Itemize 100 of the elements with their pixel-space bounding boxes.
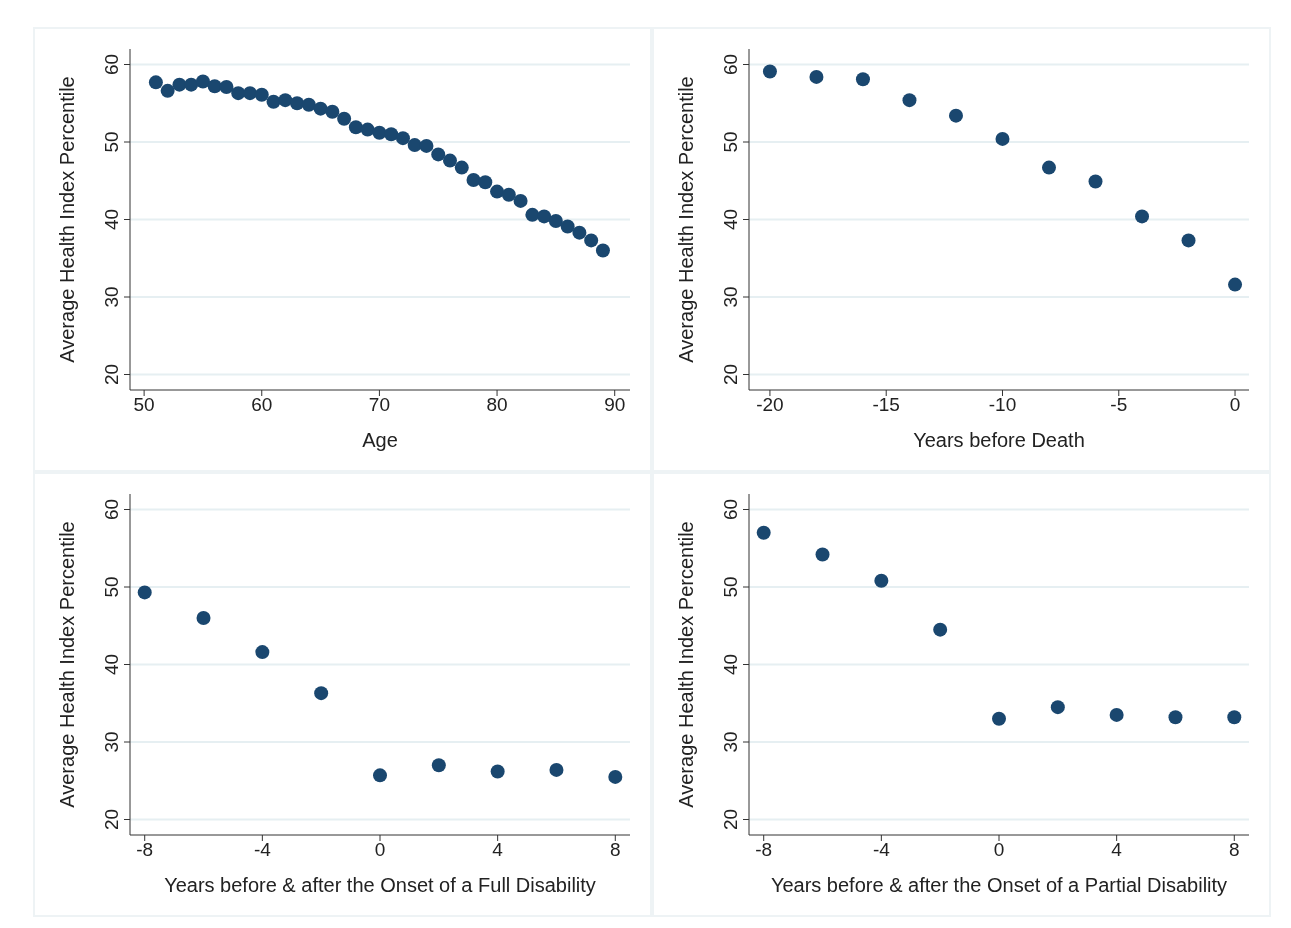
point xyxy=(395,131,410,146)
x-tick-label: 0 xyxy=(993,839,1005,861)
point xyxy=(548,214,563,229)
point xyxy=(195,74,210,89)
point xyxy=(855,72,870,87)
point xyxy=(373,768,387,783)
point xyxy=(1181,233,1196,248)
point xyxy=(1042,160,1056,175)
x-axis-title: Years before & after the Onset of a Full Disability xyxy=(164,874,596,896)
y-axis-title: Average Health Index Percentile xyxy=(56,76,79,363)
point xyxy=(360,122,375,137)
point xyxy=(1050,700,1065,715)
point xyxy=(466,172,481,187)
point xyxy=(948,108,963,123)
point xyxy=(431,758,446,773)
point xyxy=(1109,707,1124,722)
point xyxy=(454,160,469,175)
point xyxy=(278,93,293,108)
x-axis-title: Years before Death xyxy=(913,429,1085,451)
y-tick-label: 20 xyxy=(101,363,122,386)
x-tick-label: -5 xyxy=(1110,394,1128,416)
x-tick-label: -4 xyxy=(253,839,272,861)
point xyxy=(1168,710,1183,725)
point xyxy=(501,187,516,202)
point xyxy=(874,573,889,588)
point xyxy=(419,138,434,153)
point xyxy=(1088,174,1103,189)
point xyxy=(207,79,222,94)
point xyxy=(348,120,363,135)
point xyxy=(243,86,257,101)
y-tick-label: 50 xyxy=(101,131,122,153)
point xyxy=(525,207,540,222)
point xyxy=(313,101,328,116)
y-tick-label: 50 xyxy=(720,576,741,598)
y-tick-label: 40 xyxy=(101,208,122,231)
x-tick-label: 4 xyxy=(492,839,504,861)
point xyxy=(301,97,316,112)
y-tick-label: 20 xyxy=(101,808,122,831)
point xyxy=(513,193,528,208)
point xyxy=(490,764,505,779)
x-tick-label: 0 xyxy=(374,839,386,861)
point xyxy=(537,209,552,224)
point xyxy=(407,138,422,153)
x-tick-label: 4 xyxy=(1111,839,1123,861)
x-axis-title: Age xyxy=(362,429,398,451)
point xyxy=(815,547,830,562)
y-tick-label: 40 xyxy=(101,653,122,676)
y-tick-label: 40 xyxy=(720,208,741,231)
point xyxy=(254,87,269,102)
point xyxy=(1228,277,1243,292)
point xyxy=(992,711,1006,726)
point xyxy=(290,96,305,111)
y-tick-label: 20 xyxy=(720,363,741,386)
x-tick-label: 70 xyxy=(368,394,390,416)
y-tick-label: 40 xyxy=(720,653,741,676)
x-tick-label: 8 xyxy=(1229,839,1240,861)
y-tick-label: 30 xyxy=(101,286,122,308)
point xyxy=(255,645,270,660)
y-axis-title: Average Health Index Percentile xyxy=(675,521,698,808)
x-tick-label: -10 xyxy=(988,394,1017,416)
point xyxy=(266,94,281,109)
x-tick-label: 90 xyxy=(604,394,626,416)
point xyxy=(160,83,175,98)
point xyxy=(608,769,623,784)
y-tick-label: 50 xyxy=(720,131,741,153)
point xyxy=(1135,209,1150,224)
point xyxy=(219,79,234,94)
point xyxy=(902,93,917,108)
y-tick-label: 30 xyxy=(720,286,741,308)
point xyxy=(196,611,211,625)
point xyxy=(1227,710,1242,725)
point xyxy=(372,125,387,140)
y-tick-label: 60 xyxy=(720,53,741,76)
point xyxy=(756,525,771,540)
y-tick-label: 30 xyxy=(720,731,741,753)
point xyxy=(431,147,446,162)
x-tick-label: 8 xyxy=(610,839,621,861)
point xyxy=(325,104,340,119)
point xyxy=(443,153,457,168)
y-tick-label: 60 xyxy=(101,498,122,521)
x-tick-label: 50 xyxy=(133,394,155,416)
point xyxy=(560,219,575,234)
x-tick-label: 80 xyxy=(486,394,508,416)
point xyxy=(595,243,610,258)
x-tick-label: 0 xyxy=(1229,394,1241,416)
y-tick-label: 60 xyxy=(101,53,122,76)
point xyxy=(809,69,824,84)
point xyxy=(762,64,777,79)
point xyxy=(933,622,948,637)
point xyxy=(490,184,505,199)
y-tick-label: 50 xyxy=(101,576,122,598)
point xyxy=(137,585,152,600)
x-tick-label: 60 xyxy=(251,394,273,416)
y-tick-label: 30 xyxy=(101,731,122,753)
y-tick-label: 20 xyxy=(720,808,741,831)
x-tick-label: -8 xyxy=(136,839,154,861)
point xyxy=(231,86,246,101)
y-axis-title: Average Health Index Percentile xyxy=(56,521,79,808)
point xyxy=(314,686,329,701)
point xyxy=(549,762,564,777)
